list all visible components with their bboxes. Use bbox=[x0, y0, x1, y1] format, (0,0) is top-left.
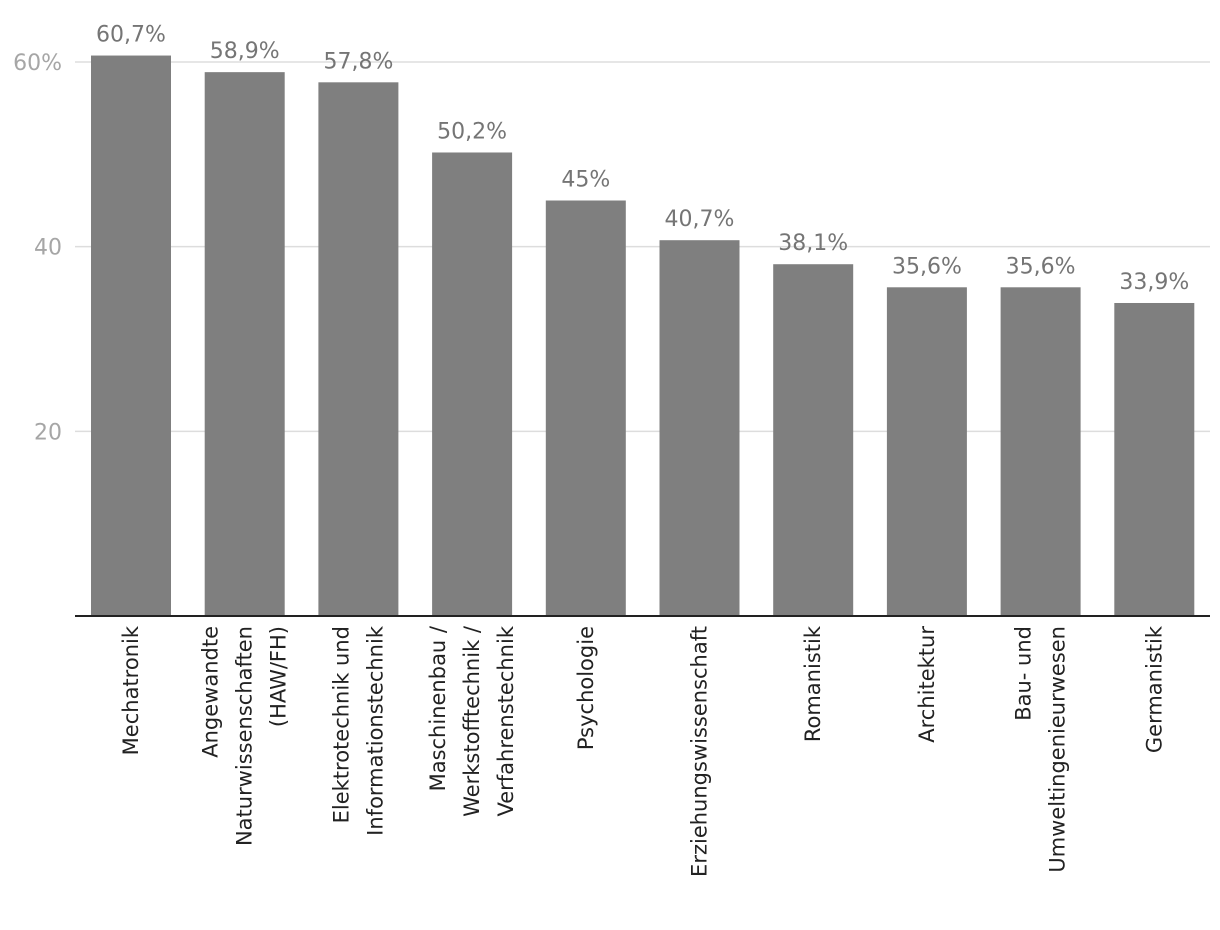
y-tick-label: 60% bbox=[13, 51, 62, 76]
category-label-line: Umweltingenieurwesen bbox=[1046, 626, 1070, 873]
category-label-line: Erziehungswissenschaft bbox=[688, 626, 712, 877]
category-label-line: Germanistik bbox=[1142, 625, 1166, 753]
category-label: Mechatronik bbox=[119, 625, 143, 755]
data-label: 58,9% bbox=[210, 39, 280, 64]
category-labels: Mechatronik Angewandte Naturwissenschaften… bbox=[119, 625, 1166, 877]
data-label: 35,6% bbox=[1006, 254, 1076, 279]
category-label: Angewandte Naturwissenschaften (HAW/FH) bbox=[199, 626, 291, 846]
bar bbox=[318, 82, 399, 616]
category-label-line: Elektrotechnik und bbox=[329, 626, 353, 823]
category-label: Psychologie bbox=[574, 626, 598, 750]
bar bbox=[886, 287, 967, 616]
bar bbox=[545, 200, 626, 616]
category-label-line: Verfahrenstechnik bbox=[494, 625, 518, 816]
category-label: Romanistik bbox=[801, 625, 825, 742]
y-tick-label: 40 bbox=[34, 236, 62, 261]
data-label: 57,8% bbox=[323, 49, 393, 74]
data-labels: 60,7% 58,9% 57,8% 50,2% 45% 40,7% 38,1% 35,6% 35… bbox=[96, 23, 1189, 295]
bar bbox=[91, 55, 171, 616]
category-label: Germanistik bbox=[1142, 625, 1166, 753]
data-label: 38,1% bbox=[778, 231, 848, 256]
y-axis-ticks: 20 40 60% bbox=[13, 51, 62, 445]
data-label: 33,9% bbox=[1119, 270, 1189, 295]
y-tick-label: 20 bbox=[34, 420, 62, 445]
category-label-line: Naturwissenschaften bbox=[233, 626, 257, 846]
category-label-line: Architektur bbox=[915, 626, 939, 743]
bars bbox=[91, 55, 1195, 616]
category-label: Bau- und Umweltingenieurwesen bbox=[1012, 626, 1070, 873]
category-label-line: Mechatronik bbox=[119, 625, 143, 755]
category-label-line: Informationstechnik bbox=[363, 625, 387, 836]
bar bbox=[204, 72, 285, 616]
category-label-line: (HAW/FH) bbox=[267, 626, 291, 727]
category-label-line: Bau- und bbox=[1012, 626, 1036, 721]
category-label-line: Maschinenbau / bbox=[426, 625, 450, 791]
data-label: 40,7% bbox=[665, 207, 735, 232]
category-label-line: Romanistik bbox=[801, 625, 825, 742]
data-label: 45% bbox=[561, 168, 610, 193]
category-label-line: Psychologie bbox=[574, 626, 598, 750]
data-label: 60,7% bbox=[96, 23, 166, 48]
bar bbox=[773, 264, 854, 616]
category-label-line: Werkstofftechnik / bbox=[460, 625, 484, 817]
bar bbox=[1000, 287, 1081, 616]
category-label-line: Angewandte bbox=[199, 626, 223, 758]
bar bbox=[659, 240, 740, 616]
data-label: 35,6% bbox=[892, 254, 962, 279]
category-label: Elektrotechnik und Informationstechnik bbox=[329, 625, 387, 836]
category-label: Architektur bbox=[915, 626, 939, 743]
category-label: Erziehungswissenschaft bbox=[688, 626, 712, 877]
data-label: 50,2% bbox=[437, 119, 507, 144]
bar bbox=[1114, 302, 1195, 616]
bar bbox=[432, 152, 513, 616]
category-label: Maschinenbau / Werkstofftechnik / Verfahre… bbox=[426, 625, 518, 817]
